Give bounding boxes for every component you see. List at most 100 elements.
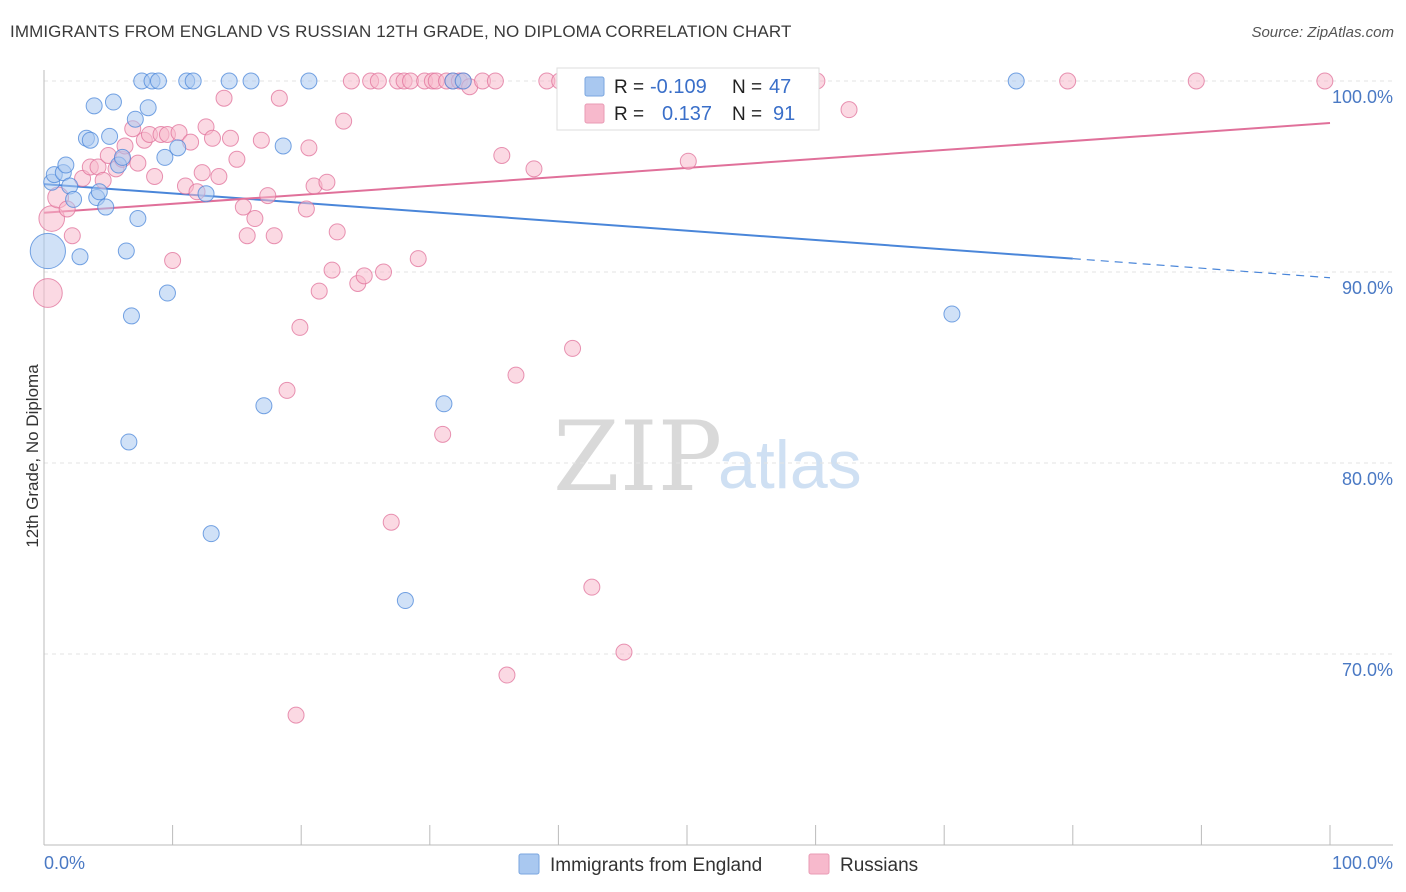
point-russians-50 (342, 72, 360, 90)
source-credit: Source: ZipAtlas.com (1251, 24, 1394, 41)
legend-n-value-england: 47 (769, 76, 791, 98)
point-russians-47 (323, 261, 341, 279)
legend-swatch-england (584, 76, 605, 97)
point-england-9 (81, 131, 99, 149)
x-tick-labels: 0.0% 100.0% (44, 853, 1393, 873)
point-russians-83 (679, 152, 697, 170)
point-england-12 (90, 183, 108, 201)
point-russians-89 (1187, 72, 1205, 90)
trend-line-0 (43, 183, 1073, 260)
y-axis-label: 12th Grade, No Diploma (23, 364, 42, 548)
legend-n-label-russians: N = (732, 104, 762, 125)
watermark-zip: ZIP (553, 401, 722, 513)
point-russians-59 (402, 72, 420, 90)
point-england-42 (454, 72, 472, 90)
legend-r-value-russians: 0.137 (662, 103, 712, 125)
point-russians-42 (297, 200, 315, 218)
legend-n-label-england: N = (732, 77, 762, 98)
point-russians-38 (270, 89, 288, 107)
point-england-28 (158, 284, 176, 302)
point-russians-55 (375, 263, 393, 281)
series-swatch-russians (808, 853, 830, 875)
point-russians-4 (63, 227, 81, 245)
series-legend: Immigrants from England Russians (518, 853, 918, 876)
point-england-0 (29, 232, 66, 270)
point-russians-25 (193, 164, 211, 182)
x-tick-label-1: 100.0% (1332, 853, 1393, 873)
stats-legend: R = -0.109 N = 47 R = 0.137 N = 91 (556, 67, 820, 131)
point-england-15 (104, 93, 122, 111)
point-england-13 (97, 198, 115, 216)
point-england-33 (202, 525, 220, 543)
point-england-45 (943, 305, 961, 323)
point-england-27 (156, 148, 174, 166)
watermark: ZIP atlas (553, 401, 862, 513)
point-russians-20 (164, 252, 182, 270)
point-england-39 (396, 592, 414, 610)
point-russians-79 (583, 578, 601, 596)
point-england-37 (274, 137, 292, 155)
trend-line-extension-0 (1072, 258, 1331, 279)
point-russians-17 (146, 168, 164, 185)
legend-r-label-russians: R = (614, 104, 644, 125)
point-russians-46 (318, 173, 336, 191)
point-england-4 (57, 156, 75, 174)
point-england-7 (71, 248, 89, 266)
point-russians-27 (203, 129, 221, 147)
point-russians-54 (369, 72, 387, 90)
y-tick-label-2: 80.0% (1342, 469, 1393, 489)
point-russians-45 (310, 282, 328, 300)
watermark-atlas: atlas (718, 427, 862, 503)
point-russians-81 (615, 643, 633, 661)
point-england-36 (255, 397, 273, 415)
point-england-21 (126, 110, 144, 128)
trend-lines (43, 122, 1331, 279)
x-tick-label-0: 0.0% (44, 853, 85, 873)
point-russians-28 (210, 168, 228, 185)
point-russians-49 (335, 112, 353, 130)
point-russians-33 (238, 227, 256, 245)
point-england-26 (149, 72, 167, 90)
series-label-russians: Russians (840, 855, 918, 876)
point-england-10 (85, 97, 103, 115)
point-russians-72 (493, 146, 511, 164)
legend-swatch-russians (584, 103, 605, 124)
point-russians-41 (291, 318, 309, 336)
point-england-35 (242, 72, 260, 90)
point-england-46 (1007, 72, 1025, 90)
legend-r-label-england: R = (614, 77, 644, 98)
point-russians-35 (252, 131, 270, 149)
point-england-6 (65, 190, 83, 208)
chart-title: IMMIGRANTS FROM ENGLAND VS RUSSIAN 12TH … (10, 22, 792, 41)
point-russians-31 (228, 150, 246, 168)
y-tick-labels: 100.0% 90.0% 80.0% 70.0% (1332, 87, 1393, 680)
point-russians-56 (382, 513, 400, 531)
point-england-18 (117, 242, 135, 260)
y-tick-label-3: 70.0% (1342, 660, 1393, 680)
point-england-38 (300, 72, 318, 90)
axes (43, 70, 1393, 846)
point-england-32 (197, 185, 215, 203)
point-russians-29 (215, 89, 233, 107)
point-russians-90 (1316, 72, 1334, 90)
point-russians-34 (246, 210, 264, 228)
point-england-14 (101, 127, 119, 145)
y-tick-label-0: 100.0% (1332, 87, 1393, 107)
point-russians-40 (287, 706, 305, 724)
point-england-20 (122, 307, 140, 325)
series-swatch-england (518, 853, 540, 875)
legend-n-value-russians: 91 (773, 103, 795, 125)
point-england-19 (120, 433, 138, 451)
point-russians-43 (300, 139, 318, 157)
point-russians-52 (355, 267, 373, 285)
point-england-31 (184, 72, 202, 90)
point-england-17 (113, 148, 131, 166)
point-russians-32 (234, 198, 252, 216)
point-england-34 (220, 72, 238, 90)
y-tick-label-1: 90.0% (1342, 278, 1393, 298)
point-russians-87 (840, 101, 858, 119)
grid (44, 80, 1393, 655)
data-points (29, 72, 1334, 724)
point-england-40 (435, 395, 453, 413)
